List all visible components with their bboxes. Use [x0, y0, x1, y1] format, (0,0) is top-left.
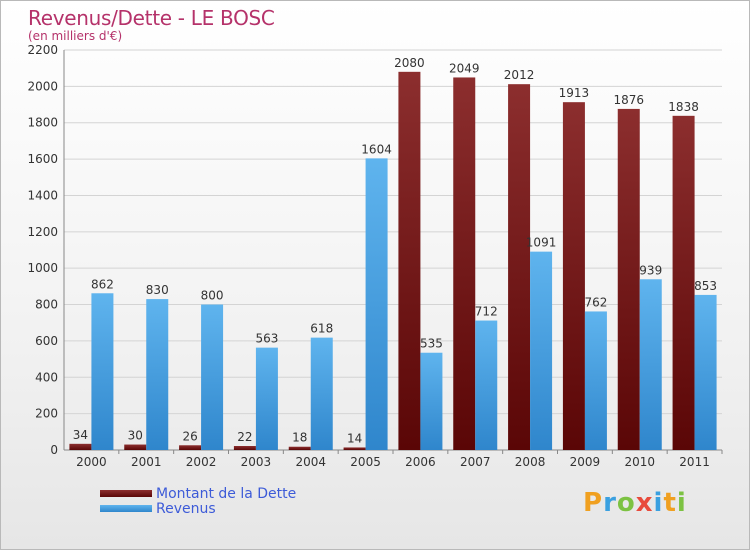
legend-item-revenus: Revenus	[100, 500, 296, 517]
data-label: 1091	[526, 236, 557, 250]
logo-letter: t	[663, 488, 677, 518]
x-tick-label: 2005	[350, 455, 381, 469]
y-tick-label: 1200	[27, 225, 58, 239]
data-label: 18	[292, 431, 307, 445]
y-tick-label: 800	[35, 298, 58, 312]
data-label: 830	[146, 283, 169, 297]
x-tick-label: 2010	[624, 455, 655, 469]
x-tick-label: 2001	[131, 455, 162, 469]
data-label: 762	[584, 295, 607, 309]
x-tick-label: 2009	[570, 455, 601, 469]
logo-letter: i	[676, 488, 687, 518]
bar-dette	[672, 115, 695, 451]
y-tick-label: 2000	[27, 79, 58, 93]
x-tick-label: 2000	[76, 455, 107, 469]
data-label: 939	[639, 263, 662, 277]
data-label: 22	[237, 430, 252, 444]
logo-letter: r	[603, 488, 617, 518]
data-label: 1913	[559, 86, 590, 100]
bar-revenus	[639, 279, 662, 450]
bar-revenus	[310, 337, 333, 450]
bar-revenus	[420, 352, 443, 450]
chart-subtitle: (en milliers d'€)	[28, 29, 123, 43]
bar-revenus	[475, 320, 498, 450]
data-label: 30	[128, 429, 143, 443]
logo-letter: P	[583, 488, 604, 518]
legend-label-dette: Montant de la Dette	[156, 485, 297, 502]
bar-dette	[124, 444, 147, 450]
bar-revenus	[365, 158, 388, 450]
data-label: 618	[310, 322, 333, 336]
bar-revenus	[91, 293, 114, 450]
y-tick-label: 400	[35, 370, 58, 384]
legend: Montant de la Dette Revenus	[100, 485, 297, 517]
bar-dette	[617, 108, 640, 450]
data-label: 2012	[504, 68, 535, 82]
bar-revenus	[584, 311, 607, 450]
bar-revenus	[255, 347, 278, 450]
bar-revenus	[530, 251, 553, 450]
x-tick-label: 2002	[186, 455, 217, 469]
data-label: 535	[420, 337, 443, 351]
legend-swatch-revenus	[100, 505, 152, 512]
logo-letter: i	[653, 488, 664, 518]
bar-revenus	[201, 304, 224, 450]
bar-dette	[69, 443, 92, 450]
x-tick-label: 2007	[460, 455, 491, 469]
data-label: 2049	[449, 61, 480, 75]
y-tick-label: 200	[35, 407, 58, 421]
data-label: 26	[182, 429, 197, 443]
data-label: 14	[347, 431, 362, 445]
logo-letter: x	[635, 488, 654, 518]
legend-item-dette: Montant de la Dette	[100, 485, 297, 502]
data-label: 800	[201, 289, 224, 303]
x-tick-label: 2008	[515, 455, 546, 469]
bar-dette	[508, 84, 531, 450]
y-tick-label: 2200	[27, 43, 58, 57]
x-tick-label: 2006	[405, 455, 436, 469]
data-label: 1838	[668, 100, 699, 114]
data-label: 853	[694, 279, 717, 293]
data-label: 862	[91, 277, 114, 291]
bar-dette	[233, 446, 256, 450]
y-tick-label: 1600	[27, 152, 58, 166]
logo-letter: o	[616, 488, 636, 518]
data-label: 1604	[361, 142, 392, 156]
bar-dette	[179, 445, 202, 450]
bar-dette	[398, 71, 421, 451]
y-tick-label: 1000	[27, 261, 58, 275]
legend-swatch-dette	[100, 490, 152, 497]
data-label: 2080	[394, 56, 425, 70]
y-tick-label: 0	[50, 443, 58, 457]
y-tick-label: 600	[35, 334, 58, 348]
y-tick-label: 1800	[27, 116, 58, 130]
data-label: 1876	[613, 93, 644, 107]
x-tick-label: 2003	[241, 455, 272, 469]
proxiti-logo: Proxiti	[583, 488, 687, 518]
bar-revenus	[694, 294, 717, 450]
x-tick-label: 2004	[295, 455, 326, 469]
legend-label-revenus: Revenus	[156, 500, 216, 517]
data-label: 34	[73, 428, 88, 442]
bar-dette	[343, 447, 366, 450]
bar-dette	[453, 77, 476, 451]
x-tick-label: 2011	[679, 455, 710, 469]
bar-dette	[288, 446, 311, 450]
chart-title: Revenus/Dette - LE BOSC	[28, 6, 275, 30]
bar-dette	[562, 102, 585, 450]
data-label: 712	[475, 305, 498, 319]
data-label: 563	[255, 332, 278, 346]
bar-revenus	[146, 299, 169, 450]
y-tick-label: 1400	[27, 188, 58, 202]
